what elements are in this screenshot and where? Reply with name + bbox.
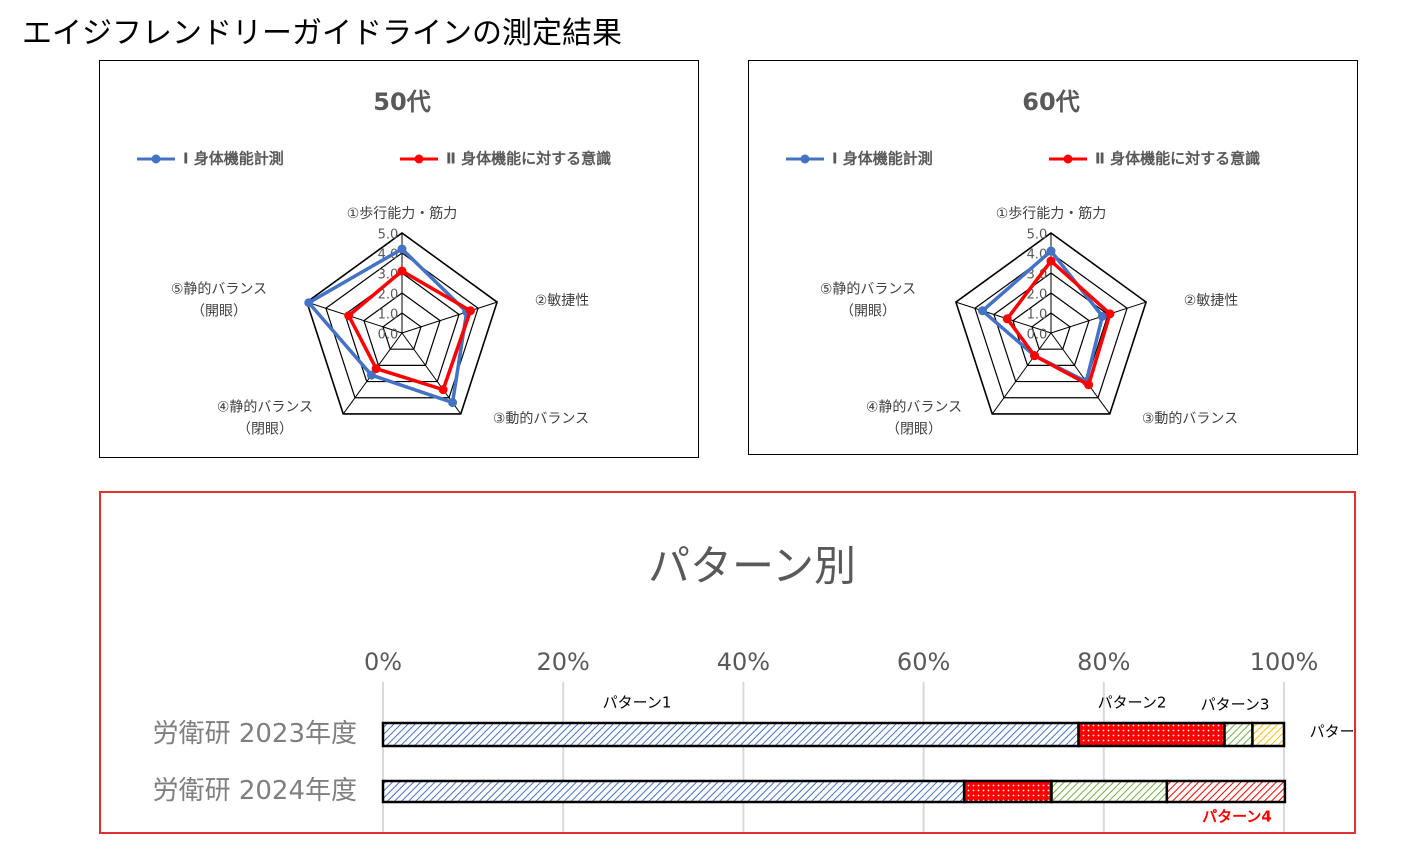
series-label: パターン2 <box>1098 694 1167 712</box>
grid-line <box>1031 312 1071 350</box>
data-point <box>397 244 407 254</box>
chart-title: 50代 <box>373 88 430 116</box>
x-tick-label: 40% <box>717 648 770 676</box>
grid-line <box>325 252 479 399</box>
bar-segment <box>381 779 966 804</box>
category-label: ⑤静的バランス （開眼） <box>819 281 917 320</box>
data-point <box>304 298 314 308</box>
category-label: ④静的バランス （閉眼） <box>216 399 314 438</box>
data-point <box>1002 314 1012 324</box>
radar-chart: 50代 Ⅰ 身体機能計測 Ⅱ 身体機能に対する意識 0.0 1.0 2.0 3.0 4.0 5.… <box>99 60 699 458</box>
grid-line <box>363 292 441 366</box>
bar-segment <box>1251 721 1286 748</box>
bar-segment <box>1223 721 1254 748</box>
x-tick-label: 100% <box>1250 648 1319 676</box>
page-title: エイジフレンドリーガイドラインの測定結果 <box>22 16 622 51</box>
legend-label: Ⅰ 身体機能計測 <box>183 150 284 168</box>
legend-label: Ⅱ 身体機能に対する意識 <box>446 150 611 168</box>
bar-segment <box>1050 779 1169 804</box>
category-label: ④静的バランス （閉眼） <box>865 399 963 438</box>
category-label: ③動的バランス <box>492 410 590 427</box>
chart-title: 60代 <box>1022 88 1079 116</box>
data-point <box>438 385 448 395</box>
data-point <box>366 370 376 380</box>
data-point <box>1084 380 1094 390</box>
category-label: ①歩行能力・筋力 <box>995 205 1107 222</box>
x-tick-label: 20% <box>537 648 590 676</box>
grid-line <box>954 232 1148 415</box>
series-label: パターン4 <box>1202 808 1272 826</box>
y-tick-label: 労衛研 2023年度 <box>153 719 357 749</box>
legend-label: Ⅰ 身体機能計測 <box>832 150 933 168</box>
series-line <box>346 268 473 392</box>
grid-line <box>993 272 1109 383</box>
legend-marker <box>414 154 424 164</box>
data-point <box>978 306 988 316</box>
grid-line <box>974 252 1128 399</box>
tick-label: 1.0 <box>378 308 399 323</box>
data-point <box>371 364 381 374</box>
data-point <box>448 398 458 408</box>
series-label: パターン3 <box>1201 696 1270 714</box>
category-label: ②敏捷性 <box>534 292 590 309</box>
series-label: パターン5 <box>1310 723 1354 741</box>
y-tick-label: 労衛研 2024年度 <box>153 776 357 806</box>
tick-label: 5.0 <box>1027 228 1048 243</box>
grid-line <box>305 232 499 415</box>
data-point <box>397 266 407 276</box>
bar-segment <box>1165 779 1287 804</box>
bar-segment <box>962 779 1053 804</box>
tick-label: 5.0 <box>378 228 399 243</box>
data-point <box>465 306 475 316</box>
category-label: ①歩行能力・筋力 <box>346 205 458 222</box>
series-line <box>1005 258 1112 388</box>
data-point <box>1030 351 1040 361</box>
tick-label: 0.0 <box>1027 328 1048 343</box>
chart-title: パターン別 <box>648 542 856 591</box>
radar-chart: 60代 Ⅰ 身体機能計測 Ⅱ 身体機能に対する意識 0.0 1.0 2.0 3.0 4.0 5.… <box>748 60 1358 455</box>
legend-label: Ⅱ 身体機能に対する意識 <box>1095 150 1260 168</box>
category-label: ③動的バランス <box>1141 410 1239 427</box>
tick-label: 2.0 <box>1027 288 1048 303</box>
data-point <box>1105 309 1115 319</box>
legend-marker <box>800 154 810 164</box>
bar-segment <box>1077 721 1226 748</box>
x-tick-label: 80% <box>1077 648 1130 676</box>
category-label: ⑤静的バランス （開眼） <box>170 281 268 320</box>
spoke <box>1050 332 1111 415</box>
category-label: ②敏捷性 <box>1183 292 1239 309</box>
legend-marker <box>151 154 161 164</box>
spoke <box>401 301 498 334</box>
bar-chart: パターン別 0% 20% 40% 60% 80% 100% 労衛研 2023年度 労衛研 202… <box>99 491 1356 834</box>
grid-line <box>382 312 422 350</box>
tick-label: 0.0 <box>378 328 399 343</box>
data-point <box>344 311 354 321</box>
data-point <box>1046 256 1056 266</box>
x-tick-label: 60% <box>897 648 950 676</box>
series-label: パターン1 <box>603 694 672 712</box>
data-point <box>1046 246 1056 256</box>
tick-label: 1.0 <box>1027 308 1048 323</box>
x-tick-label: 0% <box>364 648 402 676</box>
data-point <box>1097 311 1107 321</box>
legend-marker <box>1063 154 1073 164</box>
spoke <box>306 301 403 334</box>
tick-label: 2.0 <box>378 288 399 303</box>
bar-segment <box>381 721 1080 748</box>
spoke <box>991 332 1052 415</box>
grid-line <box>344 272 460 383</box>
